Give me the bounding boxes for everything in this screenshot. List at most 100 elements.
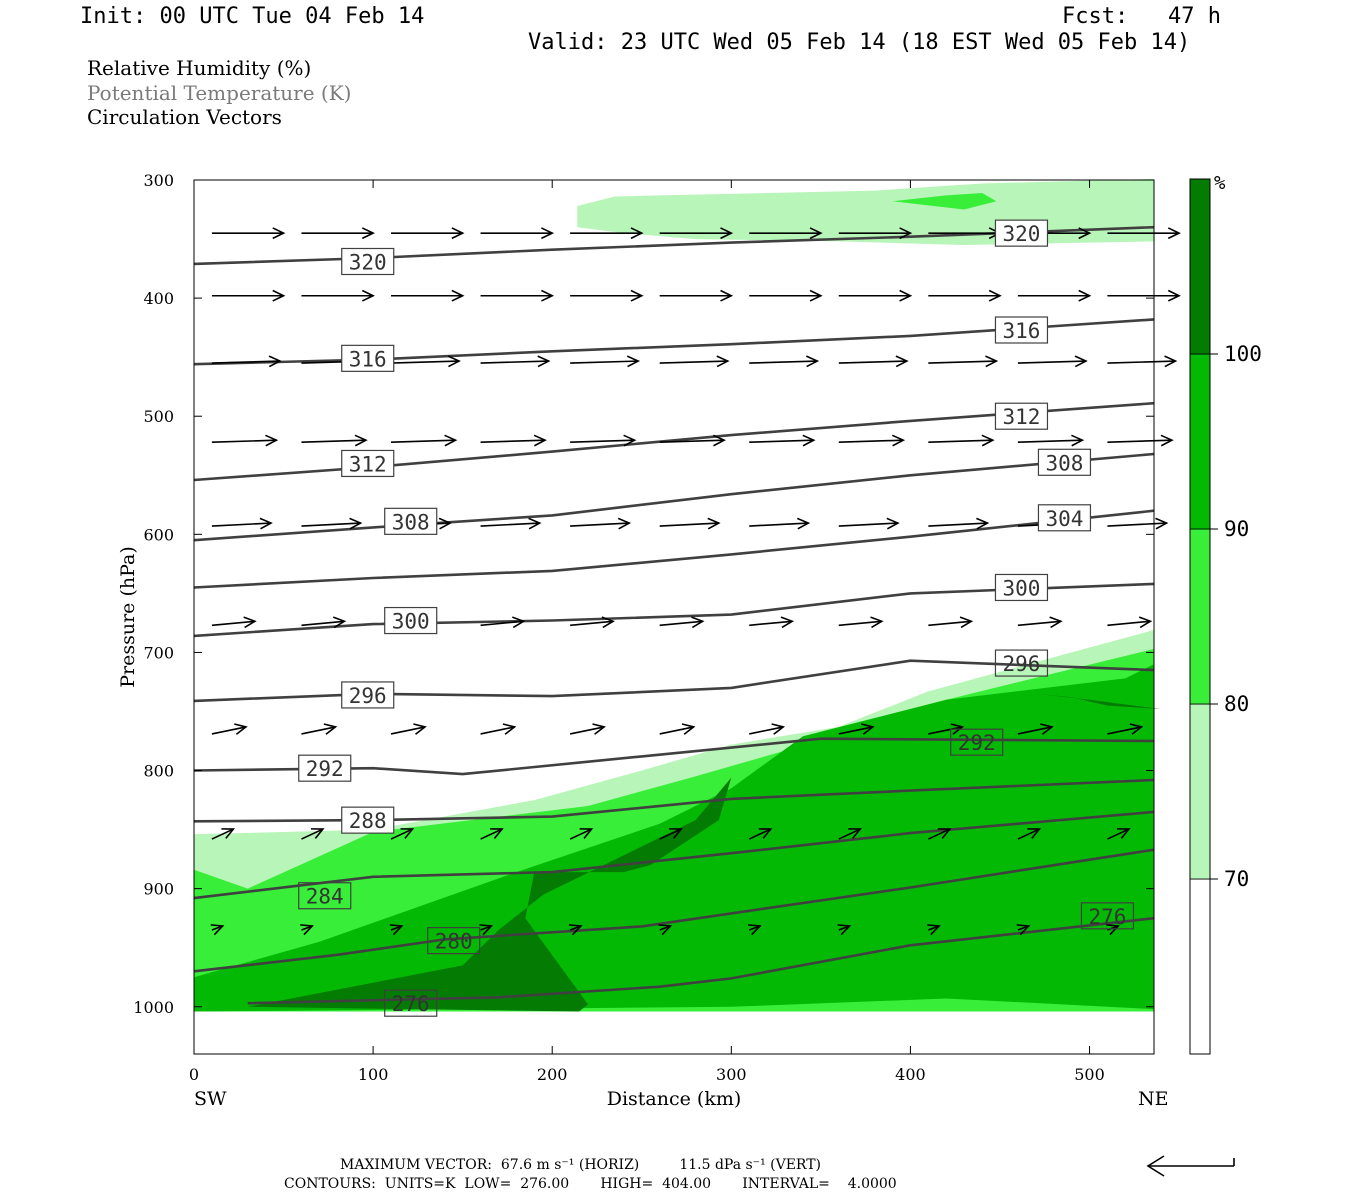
circulation-vector [568, 924, 583, 936]
circulation-vector [1017, 723, 1054, 735]
vector-shaft [659, 439, 725, 443]
contours-text: CONTOURS: UNITS=K LOW= 276.00 HIGH= 404.… [284, 1176, 897, 1192]
circulation-vector [928, 517, 990, 530]
theta-label-text: 280 [435, 930, 473, 954]
theta-label-box [950, 728, 1004, 756]
vector-head [451, 227, 465, 240]
theta-label-box [1037, 504, 1092, 532]
circulation-vector [659, 616, 705, 629]
vector-head [1167, 289, 1181, 302]
vector-shaft [659, 925, 671, 931]
theta-label-box [994, 402, 1049, 430]
vector-shaft [390, 925, 403, 931]
axes: 300 400 500 600 700 800 900 1000 0 100 200 300 400 50… [133, 171, 1154, 1084]
theta-label-text: 300 [1002, 576, 1040, 600]
circulation-vector [390, 355, 461, 368]
theta-labels: 3203203163163123123083083043003002962962… [298, 219, 1135, 1017]
vector-shaft [301, 620, 345, 627]
vector-shaft [480, 522, 540, 527]
theta-line-300 [193, 582, 1155, 638]
x-tick-label: 400 [895, 1065, 926, 1084]
vector-shaft [301, 828, 324, 840]
vector-shaft [838, 360, 907, 364]
vector-shaft [748, 828, 772, 840]
circulation-vector [211, 616, 257, 629]
vector-shaft [211, 360, 280, 364]
vector-head [389, 924, 404, 936]
vector-shaft [659, 726, 694, 735]
theta-label-text: 308 [392, 510, 430, 534]
y-tick-label: 800 [143, 762, 174, 781]
vector-shaft [838, 925, 850, 931]
vector-head [490, 828, 504, 839]
circulation-vector [569, 828, 594, 840]
vector-shaft [1107, 620, 1151, 627]
vector-head [630, 227, 644, 240]
rh-region-70 [577, 178, 1154, 245]
vector-head [758, 828, 773, 839]
vector-head [332, 616, 347, 629]
theta-label-text: 316 [1002, 319, 1040, 343]
theta-line-284 [193, 810, 1155, 900]
vector-head [444, 434, 458, 447]
vector-shaft [659, 522, 719, 527]
circulation-vector [1107, 289, 1181, 302]
vector-shaft [211, 828, 234, 840]
vector-head [891, 434, 906, 447]
theta-label-box [994, 649, 1049, 677]
colorbar-segment [1189, 878, 1211, 1055]
x-tick-label: 500 [1074, 1065, 1105, 1084]
colorbar-frame [1189, 178, 1211, 1055]
vector-head [512, 616, 526, 629]
theta-label-text: 300 [392, 610, 430, 634]
vector-shaft [749, 726, 784, 735]
circulation-vector [211, 289, 286, 302]
vector-head [354, 434, 368, 447]
circulation-vector [480, 289, 555, 302]
valid-time: Valid: 23 UTC Wed 05 Feb 14 (18 EST Wed … [528, 30, 1191, 55]
theta-label: 296 [994, 649, 1049, 677]
init-time: Init: 00 UTC Tue 04 Feb 14 [80, 4, 425, 29]
vector-head [950, 723, 965, 735]
x-tick-label: 200 [537, 1065, 568, 1084]
vector-shaft [480, 439, 546, 443]
circulation-vector [659, 434, 726, 447]
vector-shaft [211, 925, 223, 931]
vector-head [959, 616, 974, 629]
circulation-vector [928, 289, 1002, 302]
circulation-vector [480, 723, 517, 735]
x-tick-label: 300 [716, 1065, 747, 1084]
vector-shaft [569, 828, 592, 840]
vector-head [323, 723, 338, 735]
vector-head [300, 924, 314, 936]
y-tick-label: 900 [143, 880, 174, 899]
theta-label: 300 [994, 573, 1049, 602]
theta-label-text: 276 [1088, 905, 1126, 929]
theta-label-box [341, 806, 395, 834]
theta-label: 320 [994, 219, 1049, 247]
vector-head [1167, 227, 1181, 240]
circulation-vector [838, 289, 913, 302]
vector-shaft [480, 925, 492, 931]
theta-label: 284 [298, 882, 352, 910]
vector-shaft [659, 360, 728, 364]
vector-head [361, 227, 375, 240]
theta-label-text: 320 [349, 250, 387, 274]
vector-head [985, 355, 999, 368]
vector-head [447, 355, 461, 368]
vector-shaft [838, 828, 861, 840]
circulation-vector [928, 723, 965, 735]
theta-label-text: 284 [306, 885, 344, 909]
vector-head [268, 355, 282, 368]
rh-region-100 [247, 777, 732, 1012]
vector-shaft [1107, 726, 1142, 735]
vector-shaft [390, 360, 460, 364]
circulation-vector [837, 924, 852, 936]
theta-label: 312 [994, 402, 1049, 430]
theta-label-text: 276 [392, 992, 430, 1016]
ref-head [1146, 1155, 1165, 1177]
circulation-vector [749, 723, 786, 735]
vector-shaft [928, 439, 993, 443]
circulation-vector [749, 434, 816, 447]
vector-head [1155, 517, 1169, 530]
